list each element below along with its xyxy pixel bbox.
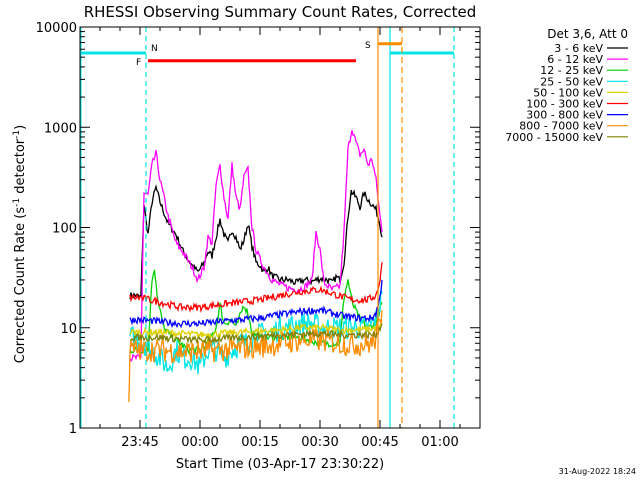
x-axis-label: Start Time (03-Apr-17 23:30:22) [176, 457, 384, 472]
N-label: N [151, 44, 158, 54]
legend-label-8: 7000 - 15000 keV [505, 131, 603, 144]
y-tick-label-2: 100 [52, 222, 77, 237]
y-tick-label-3: 1000 [44, 121, 77, 136]
series-line-8 [129, 323, 383, 345]
legend-label-6: 300 - 800 keV [526, 109, 603, 122]
legend-label-0: 3 - 6 keV [554, 42, 603, 55]
plot-frame [79, 26, 481, 429]
series-line-7 [128, 310, 383, 402]
y-tick-label-1: 10 [60, 322, 77, 337]
series-line-4 [129, 319, 383, 341]
series-line-1 [129, 130, 383, 362]
x-tick-label-5: 01:00 [421, 435, 458, 450]
legend-label-7: 800 - 7000 keV [519, 120, 603, 133]
S-label: S [365, 41, 371, 51]
legend-label-4: 50 - 100 keV [533, 86, 603, 99]
series-line-0 [129, 184, 383, 300]
F-label: F [136, 58, 141, 68]
series-line-6 [129, 279, 383, 329]
legend-label-1: 6 - 12 keV [547, 53, 603, 66]
chart-title: RHESSI Observing Summary Count Rates, Co… [84, 3, 477, 21]
x-tick-label-2: 00:15 [241, 435, 278, 450]
footer-date: 31-Aug-2022 18:24 [559, 467, 636, 476]
y-tick-label-4: 10000 [36, 21, 77, 36]
x-tick-label-4: 00:45 [361, 435, 398, 450]
legend-label-3: 25 - 50 keV [540, 75, 603, 88]
x-tick-label-3: 00:30 [301, 435, 338, 450]
y-tick-label-0: 1 [69, 422, 77, 437]
y-axis-label: Corrected Count Rate (s-1 detector-1) [12, 125, 28, 363]
series-line-2 [129, 269, 383, 356]
x-tick-label-1: 00:00 [181, 435, 218, 450]
plot-area: NF S 1 10 100 1000 10000 23:45 00:00 00:15 00:30 00… [36, 21, 481, 450]
legend-title: Det 3,6, Att 0 [547, 27, 628, 41]
x-tick-label-0: 23:45 [121, 435, 158, 450]
series-line-5 [129, 262, 383, 314]
legend-label-5: 100 - 300 keV [526, 98, 603, 111]
legend-label-2: 12 - 25 keV [540, 64, 603, 77]
